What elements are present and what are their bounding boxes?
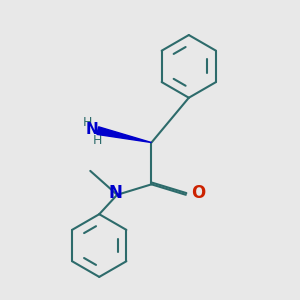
Text: N: N (109, 184, 123, 202)
Polygon shape (97, 127, 152, 142)
Text: O: O (191, 184, 206, 202)
Text: H: H (92, 134, 102, 147)
Text: N: N (86, 122, 99, 137)
Text: H: H (82, 116, 92, 129)
